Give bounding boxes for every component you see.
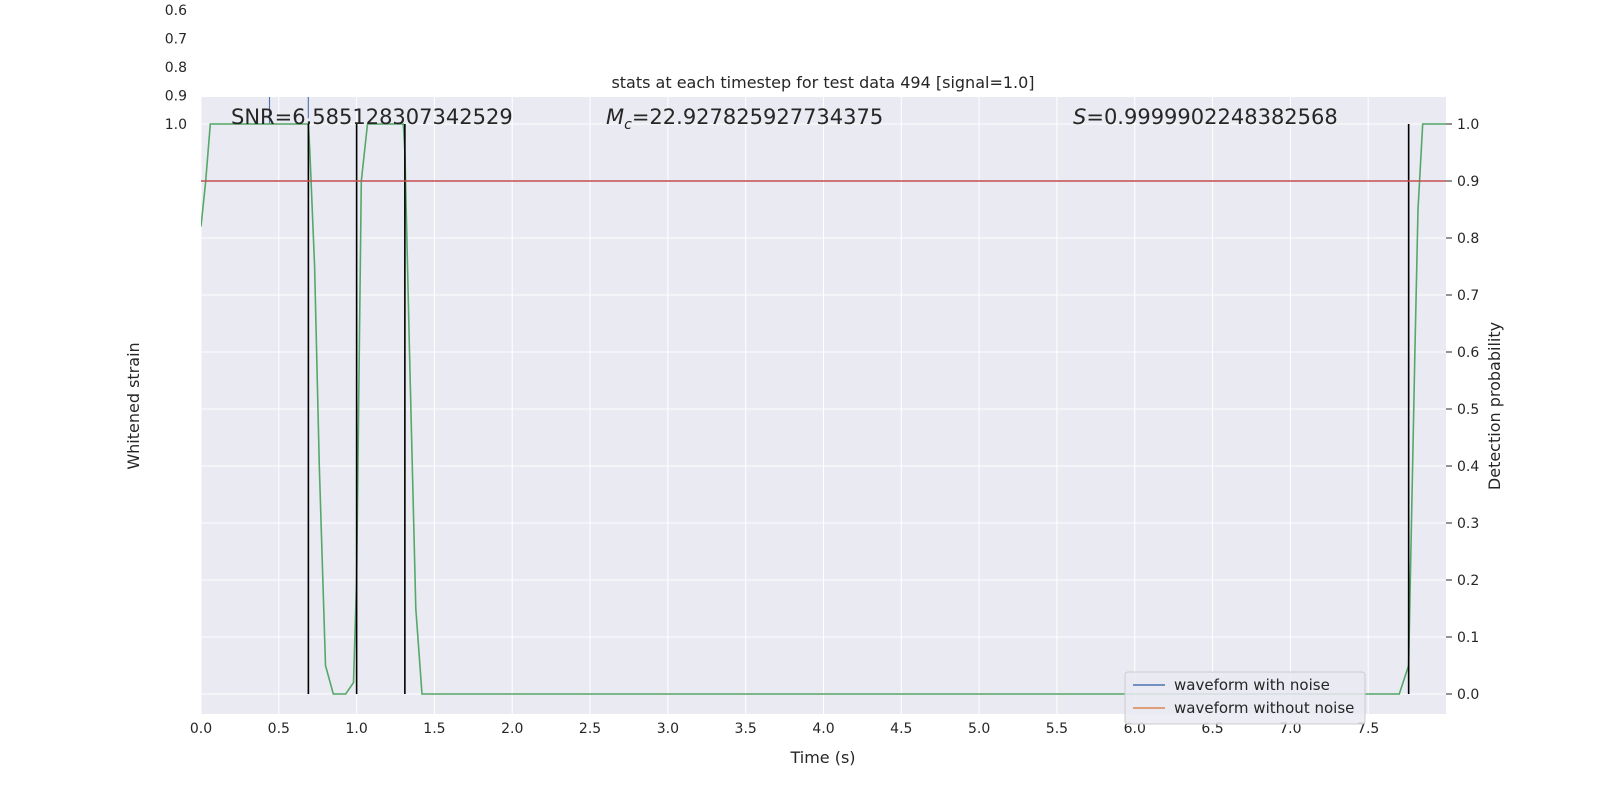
x-tick-label: 6.0 bbox=[1124, 721, 1146, 737]
legend-label-clean: waveform without noise bbox=[1174, 699, 1354, 717]
score-value: =0.9999902248382568 bbox=[1086, 105, 1337, 129]
x-tick-label: 3.0 bbox=[657, 721, 679, 737]
x-tick-label: 2.0 bbox=[501, 721, 523, 737]
y-tick-label: 0.9 bbox=[165, 89, 187, 105]
y2-tick-label: 0.3 bbox=[1457, 516, 1479, 532]
x-tick-label: 1.0 bbox=[345, 721, 367, 737]
y2-axis-ticks: 1.0 0.9 0.8 0.7 0.6 0.5 0.4 0.3 0.2 0.1 0.0 bbox=[1446, 117, 1479, 703]
x-tick-label: 4.0 bbox=[812, 721, 834, 737]
score-symbol: S bbox=[1073, 105, 1086, 129]
y2-axis-label: Detection probability bbox=[1485, 322, 1504, 490]
y2-tick-label: 0.7 bbox=[1457, 288, 1479, 304]
x-tick-label: 7.0 bbox=[1279, 721, 1301, 737]
y2-tick-label: 0.2 bbox=[1457, 573, 1479, 589]
chirp-mass-subscript: c bbox=[624, 117, 632, 133]
y2-tick-label: 0.5 bbox=[1457, 402, 1479, 418]
x-tick-label: 5.5 bbox=[1046, 721, 1068, 737]
y-tick-label: 0.7 bbox=[165, 32, 187, 48]
chart-title: stats at each timestep for test data 494… bbox=[611, 73, 1034, 92]
y-tick-label: 1.0 bbox=[165, 117, 187, 133]
x-tick-label: 3.5 bbox=[735, 721, 757, 737]
legend: waveform with noise waveform without noi… bbox=[1124, 671, 1366, 725]
y2-tick-label: 0.9 bbox=[1457, 174, 1479, 190]
x-axis-ticks: 0.0 0.5 1.0 1.5 2.0 2.5 3.0 3.5 4.0 4.5 5.0 5.5 6.0 6… bbox=[190, 721, 1379, 737]
legend-label-noise: waveform with noise bbox=[1174, 676, 1330, 694]
y-axis-label: Whitened strain bbox=[124, 342, 143, 469]
x-tick-label: 4.5 bbox=[890, 721, 912, 737]
y2-tick-label: 0.4 bbox=[1457, 459, 1479, 475]
x-tick-label: 2.5 bbox=[579, 721, 601, 737]
x-tick-label: 7.5 bbox=[1357, 721, 1379, 737]
chirp-mass-value: =22.927825927734375 bbox=[632, 105, 883, 129]
legend-box bbox=[1124, 671, 1366, 725]
chirp-mass-annotation: Mc=22.927825927734375 bbox=[606, 105, 883, 133]
y2-tick-label: 0.8 bbox=[1457, 231, 1479, 247]
score-annotation: S=0.9999902248382568 bbox=[1073, 105, 1338, 129]
event-markers bbox=[307, 124, 1410, 694]
x-tick-label: 0.5 bbox=[268, 721, 290, 737]
y-axis-ticks: 1.00.90.80.70.60.50.40.30.20.10.0-0.1-0.… bbox=[165, 3, 187, 133]
x-tick-label: 0.0 bbox=[190, 721, 212, 737]
y-tick-label: 0.8 bbox=[165, 60, 187, 76]
snr-annotation: SNR=6.585128307342529 bbox=[231, 105, 513, 129]
x-tick-label: 1.5 bbox=[423, 721, 445, 737]
y-tick-label: 0.6 bbox=[165, 3, 187, 19]
y2-tick-label: 0.6 bbox=[1457, 345, 1479, 361]
x-axis-label: Time (s) bbox=[789, 748, 855, 767]
x-tick-label: 6.5 bbox=[1201, 721, 1223, 737]
y2-tick-label: 0.0 bbox=[1457, 687, 1479, 703]
y2-tick-label: 1.0 bbox=[1457, 117, 1479, 133]
x-tick-label: 5.0 bbox=[968, 721, 990, 737]
y2-tick-label: 0.1 bbox=[1457, 630, 1479, 646]
chirp-mass-symbol: M bbox=[606, 105, 624, 129]
